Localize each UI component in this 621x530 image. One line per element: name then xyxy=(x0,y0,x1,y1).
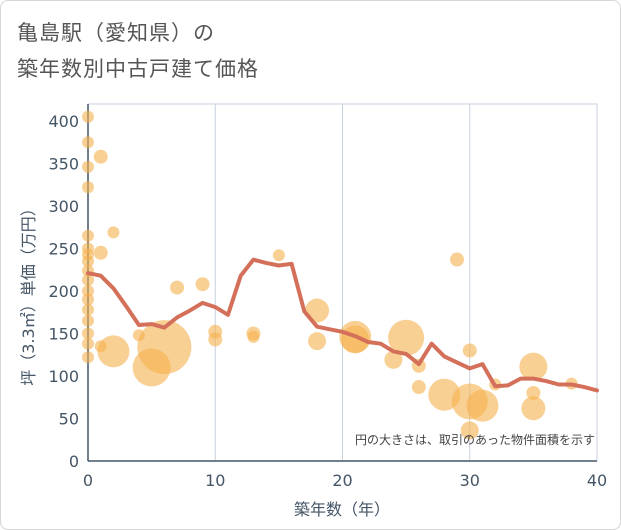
x-tick-label: 40 xyxy=(587,471,607,490)
scatter-points xyxy=(82,110,578,440)
scatter-point xyxy=(388,319,425,356)
y-tick-label: 0 xyxy=(69,452,79,471)
scatter-point xyxy=(170,280,185,295)
scatter-point xyxy=(82,136,94,149)
scatter-point xyxy=(519,352,548,381)
x-tick-label: 10 xyxy=(205,471,225,490)
scatter-point xyxy=(82,110,94,123)
scatter-point xyxy=(450,252,465,267)
scatter-point xyxy=(466,389,499,422)
x-tick-label: 30 xyxy=(460,471,480,490)
y-tick-label: 350 xyxy=(48,155,79,174)
grid-lines xyxy=(87,103,598,462)
scatter-point xyxy=(97,335,130,368)
scatter-point xyxy=(82,229,94,242)
scatter-point xyxy=(82,160,94,173)
scatter-point xyxy=(82,337,94,350)
scatter-point xyxy=(93,245,108,260)
scatter-point xyxy=(82,303,94,316)
scatter-point xyxy=(247,330,260,343)
scatter-point xyxy=(526,386,541,400)
scatter-point xyxy=(521,396,546,421)
chart-title: 亀島駅（愛知県）の 築年数別中古戸建て価格 xyxy=(17,15,259,87)
y-tick-label: 50 xyxy=(59,410,79,429)
x-tick-labels: 0 10 20 30 40 xyxy=(83,471,607,490)
scatter-point xyxy=(82,181,94,194)
scatter-point xyxy=(308,332,327,351)
scatter-point xyxy=(82,273,94,286)
y-tick-label: 250 xyxy=(48,240,79,259)
scatter-point xyxy=(411,380,426,395)
scatter-point xyxy=(272,249,285,262)
y-tick-label: 200 xyxy=(48,282,79,301)
scatter-point xyxy=(82,314,94,327)
scatter-point xyxy=(107,226,120,239)
scatter-point xyxy=(93,149,108,164)
x-tick-label: 20 xyxy=(332,471,352,490)
scatter-point xyxy=(82,285,94,297)
title-line-1: 亀島駅（愛知県）の xyxy=(17,21,215,45)
scatter-point xyxy=(462,343,477,358)
scatter-point xyxy=(460,421,479,440)
scatter-point xyxy=(82,327,94,340)
scatter-point xyxy=(195,277,210,292)
scatter-point xyxy=(82,255,94,268)
scatter-point xyxy=(82,293,94,306)
scatter-point xyxy=(208,332,223,347)
scatter-point xyxy=(82,351,94,364)
y-tick-label: 100 xyxy=(48,367,79,386)
average-line-layer xyxy=(86,257,599,393)
x-tick-label: 0 xyxy=(83,471,93,490)
y-tick-label: 150 xyxy=(48,325,79,344)
y-tick-labels: 0 50 100 150 200 250 300 350 400 xyxy=(48,112,79,471)
y-tick-label: 300 xyxy=(48,197,79,216)
y-tick-label: 400 xyxy=(48,112,79,131)
bubble-size-note: 円の大きさは、取引のあった物件面積を示す xyxy=(355,432,595,447)
scatter-point xyxy=(137,320,192,375)
title-line-2: 築年数別中古戸建て価格 xyxy=(17,57,259,81)
average-price-line xyxy=(86,257,599,393)
y-axis-label: 坪（3.3㎡）単価（万円） xyxy=(19,200,38,385)
scatter-point xyxy=(384,350,403,369)
x-axis-label: 築年数（年） xyxy=(294,500,390,519)
